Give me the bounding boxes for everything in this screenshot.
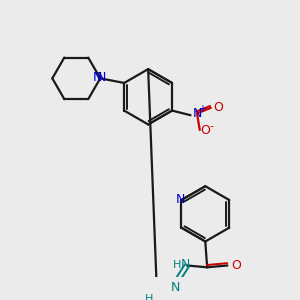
Text: N: N: [171, 281, 181, 294]
Text: N: N: [180, 258, 190, 271]
Text: N: N: [97, 71, 106, 84]
Text: -: -: [210, 121, 214, 131]
Text: N: N: [93, 71, 102, 84]
Text: N: N: [176, 193, 185, 206]
Text: H: H: [145, 294, 153, 300]
Text: N: N: [192, 107, 202, 120]
Text: O: O: [200, 124, 210, 137]
Text: H: H: [172, 260, 181, 269]
Text: O: O: [213, 101, 223, 114]
Text: +: +: [199, 104, 206, 114]
Text: O: O: [231, 259, 241, 272]
